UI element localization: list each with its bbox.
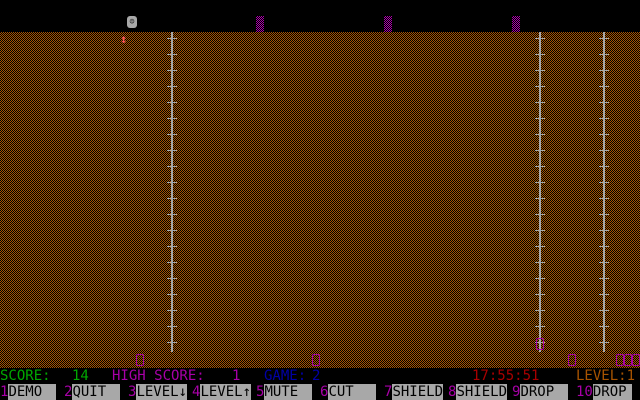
rope [599,32,609,352]
game-value: 2 [312,368,321,384]
high-score-label: HIGH SCORE: [112,368,205,384]
key-label: CUT [328,384,376,400]
key-label: SHIELD [456,384,508,400]
key-shield-8[interactable]: 8 SHIELD [448,384,512,400]
rope [167,32,177,352]
top-bar [0,16,640,32]
key-number: 4 [192,384,201,400]
marker [384,16,392,32]
key-number: 2 [64,384,73,400]
key-label: DROP [520,384,568,400]
face-icon [624,354,632,366]
face-icon [536,338,544,350]
key-number: 7 [384,384,393,400]
key-label: SHIELD [392,384,444,400]
face-icon [632,354,640,366]
key-level-up[interactable]: 4 LEVEL↑ [192,384,256,400]
play-field [0,32,640,368]
key-number: 9 [512,384,521,400]
face-icon [616,354,624,366]
key-number: 8 [448,384,457,400]
score-label: SCORE: [0,368,51,384]
score-value: 14 [72,368,89,384]
key-cut[interactable]: 6 CUT [320,384,384,400]
clock: 17:55:51 [472,368,540,384]
key-label: MUTE [264,384,312,400]
marker [256,16,264,32]
key-mute[interactable]: 5 MUTE [256,384,320,400]
key-number: 5 [256,384,265,400]
key-number: 10 [576,384,593,400]
function-key-bar: 1 DEMO 2 QUIT 3 LEVEL↓ 4 LEVEL↑ 5 MUTE 6 CUT 7… [0,384,640,400]
key-label: DEMO [8,384,56,400]
high-score-value: 1 [232,368,241,384]
key-label: QUIT [72,384,120,400]
key-label: LEVEL↑ [200,384,252,400]
key-number: 3 [128,384,137,400]
marker [512,16,520,32]
key-drop-9[interactable]: 9 DROP [512,384,576,400]
key-drop-10[interactable]: 10 DROP [576,384,640,400]
key-level-down[interactable]: 3 LEVEL↓ [128,384,192,400]
key-demo[interactable]: 1 DEMO [0,384,64,400]
face-icon [136,354,144,366]
game-label: GAME: [264,368,307,384]
smiley-face-icon: ☺ [127,16,137,28]
key-label: DROP [592,384,632,400]
key-quit[interactable]: 2 QUIT [64,384,128,400]
key-number: 1 [0,384,9,400]
face-icon [312,354,320,366]
rope [535,32,545,352]
up-down-arrow-icon: ↕ [120,32,128,46]
key-shield-7[interactable]: 7 SHIELD [384,384,448,400]
key-label: LEVEL↓ [136,384,188,400]
key-number: 6 [320,384,329,400]
level-indicator: LEVEL:1 [576,368,636,384]
face-icon [568,354,576,366]
